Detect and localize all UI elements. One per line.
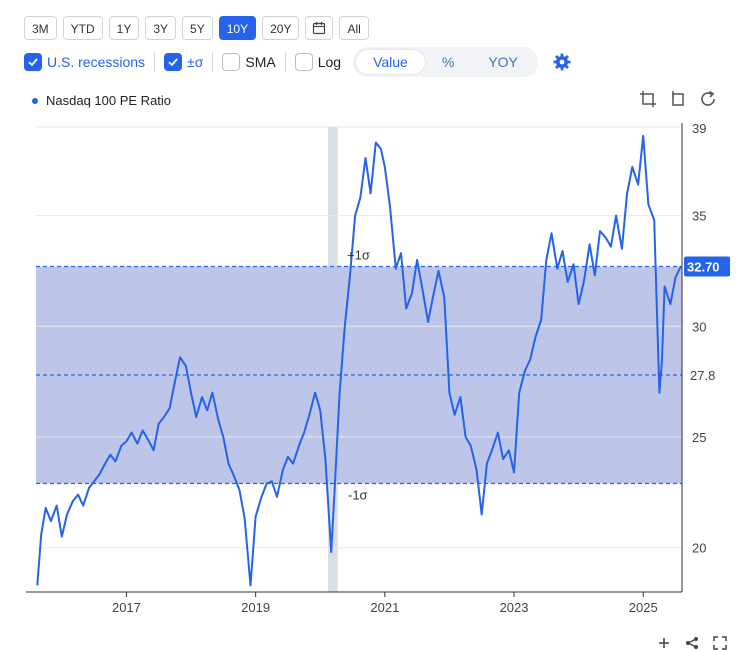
chart-tools	[639, 90, 717, 108]
series-dot	[32, 97, 38, 104]
range-3m-button[interactable]: 3M	[24, 16, 57, 40]
divider	[212, 52, 214, 72]
calendar-icon	[313, 22, 326, 35]
x-tick-label: 2021	[370, 600, 399, 615]
sma-toggle[interactable]: SMA	[222, 53, 276, 71]
current-value-tag: 32.70	[684, 256, 730, 277]
share-icon[interactable]	[685, 636, 699, 650]
range-20y-button[interactable]: 20Y	[262, 16, 300, 40]
y-tick-label: 30	[692, 319, 706, 334]
checkbox-unchecked-icon	[294, 53, 313, 71]
display-mode-switch: Value % YOY	[353, 47, 538, 77]
range-selector: 3M YTD 1Y 3Y 5Y 10Y 20Y All	[24, 16, 369, 40]
legend-series-name: Nasdaq 100 PE Ratio	[46, 93, 172, 108]
plus-sigma-label: +1σ	[347, 248, 370, 263]
y-tick-label: 25	[692, 430, 706, 445]
checkbox-unchecked-icon	[222, 53, 241, 71]
log-toggle[interactable]: Log	[294, 53, 342, 71]
crop-icon[interactable]	[639, 90, 657, 108]
bottom-tools	[657, 636, 727, 650]
checkbox-checked-icon	[24, 53, 42, 71]
recessions-toggle[interactable]: U.S. recessions	[24, 53, 145, 71]
settings-button[interactable]	[552, 52, 572, 72]
recessions-label: U.S. recessions	[47, 54, 146, 70]
mode-value-button[interactable]: Value	[356, 50, 425, 74]
chart-legend: Nasdaq 100 PE Ratio	[32, 93, 171, 108]
y-tick-label: 35	[692, 209, 706, 224]
sigma-toggle[interactable]: ±σ	[164, 53, 203, 71]
minus-sigma-label: -1σ	[348, 488, 368, 503]
checkbox-checked-icon	[164, 53, 183, 71]
gear-icon	[553, 53, 571, 71]
range-ytd-button[interactable]: YTD	[62, 16, 103, 40]
x-tick-label: 2019	[241, 600, 270, 615]
x-tick-label: 2023	[500, 600, 529, 615]
log-label: Log	[317, 54, 342, 70]
chart-options: U.S. recessions ±σ SMA Log Value % YOY	[24, 47, 572, 77]
add-icon[interactable]	[657, 636, 671, 650]
range-1y-button[interactable]: 1Y	[108, 16, 140, 40]
reset-zoom-icon[interactable]	[669, 90, 687, 108]
x-tick-label: 2017	[112, 600, 141, 615]
divider	[154, 52, 156, 72]
refresh-icon[interactable]	[699, 90, 717, 108]
series-line	[36, 134, 682, 587]
range-all-button[interactable]: All	[339, 16, 369, 40]
divider	[284, 52, 286, 72]
range-5y-button[interactable]: 5Y	[182, 16, 213, 40]
mode-yoy-button[interactable]: YOY	[488, 54, 518, 70]
y-tick-label: 39	[692, 121, 706, 136]
mode-percent-button[interactable]: %	[441, 54, 455, 70]
current-value-label: 32.70	[687, 260, 720, 275]
sma-label: SMA	[245, 54, 276, 70]
date-range-button[interactable]	[305, 16, 334, 40]
x-tick-label: 2025	[629, 600, 658, 615]
y-tick-label: 20	[692, 541, 706, 556]
expand-icon[interactable]	[713, 636, 727, 650]
sigma-label: ±σ	[187, 54, 204, 70]
range-10y-button[interactable]: 10Y	[218, 16, 257, 40]
range-3y-button[interactable]: 3Y	[145, 16, 177, 40]
mean-value-label: 27.8	[690, 368, 715, 383]
